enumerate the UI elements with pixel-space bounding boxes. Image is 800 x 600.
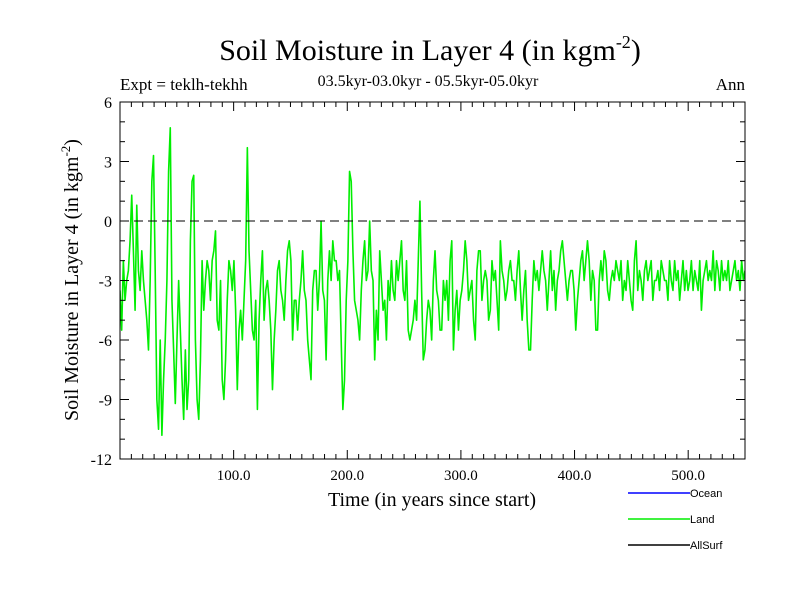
legend-label-allsurf: AllSurf [690, 540, 723, 552]
y-tick-label: 0 [104, 214, 112, 231]
y-tick-label: -12 [91, 452, 112, 469]
chart-title-main: Soil Moisture in Layer 4 (in kgm [219, 34, 616, 67]
chart-title-close: ) [631, 34, 641, 67]
chart-title-sup: -2 [616, 32, 631, 52]
x-tick-label: 300.0 [444, 468, 478, 484]
x-tick-label: 200.0 [330, 468, 364, 484]
series-line-land [120, 126, 745, 437]
legend-label-ocean: Ocean [690, 488, 722, 500]
series-layer [120, 126, 745, 437]
x-axis-label: Time (in years since start) [328, 489, 536, 511]
y-tick-label: 6 [104, 95, 112, 112]
y-tick-label: 3 [104, 155, 112, 172]
y-tick-label: -9 [99, 393, 112, 410]
season-label: Ann [716, 75, 746, 94]
legend-label-land: Land [690, 514, 714, 526]
chart-subtitle: 03.5kyr-03.0kyr - 05.5kyr-05.0kyr [318, 73, 539, 90]
y-axis-label-close: ) [61, 139, 83, 146]
x-tick-label: 500.0 [671, 468, 705, 484]
plot-area: 100.0 200.0 300.0 400.0 500.0 6 3 0 -3 -6 -9 -12 [91, 95, 746, 484]
legend: Ocean Land AllSurf [628, 488, 723, 552]
experiment-label: Expt = teklh-tekhh [120, 75, 248, 94]
x-tick-label: 400.0 [558, 468, 592, 484]
y-axis-label-sup: -2 [58, 146, 73, 157]
y-tick-label: -6 [99, 333, 112, 350]
tick-layer: 100.0 200.0 300.0 400.0 500.0 6 3 0 -3 -6 -9 -12 [91, 95, 745, 484]
chart-title: Soil Moisture in Layer 4 (in kgm-2) [219, 32, 641, 67]
y-axis-label-main: Soil Moisture in Layer 4 (in kgm [61, 156, 83, 421]
x-tick-label: 100.0 [217, 468, 251, 484]
y-axis-label: Soil Moisture in Layer 4 (in kgm-2) [58, 139, 83, 421]
y-tick-label: -3 [99, 274, 112, 291]
